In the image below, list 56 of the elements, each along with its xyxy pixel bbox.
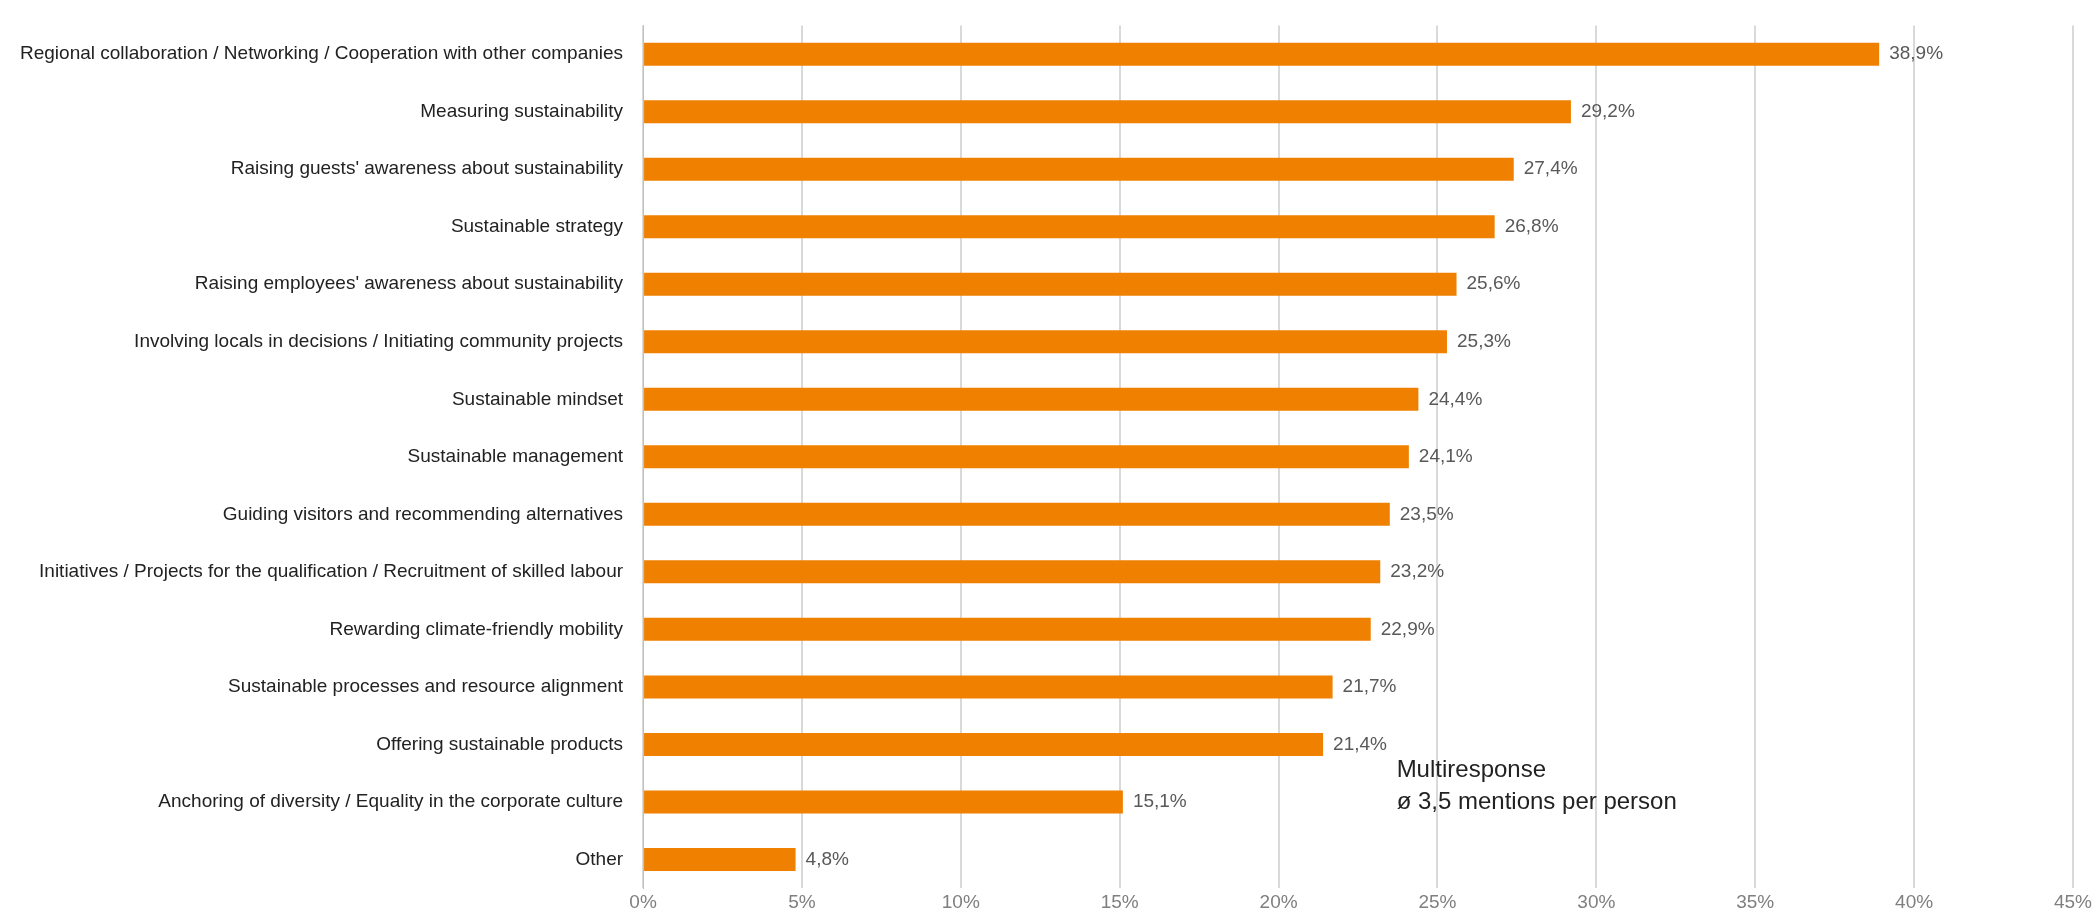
- data-label: 15,1%: [1132, 790, 1187, 812]
- x-tick-label: 45%: [2053, 890, 2093, 912]
- y-tick-label: Raising employees' awareness about sustainability: [194, 272, 624, 294]
- data-label: 21,4%: [1333, 732, 1388, 754]
- bar: [644, 732, 1324, 756]
- y-tick-label: Regional collaboration / Networking / Cooperation with other companies: [19, 42, 624, 64]
- data-label: 25,3%: [1456, 329, 1511, 351]
- x-tick-label: 0%: [629, 890, 657, 912]
- x-tick-label: 40%: [1895, 890, 1934, 912]
- data-label: 22,9%: [1380, 617, 1435, 639]
- bar: [644, 675, 1333, 699]
- y-tick-label: Measuring sustainability: [420, 99, 624, 121]
- x-tick-label: 20%: [1259, 890, 1298, 912]
- data-label: 24,1%: [1418, 445, 1473, 467]
- bar: [644, 502, 1390, 526]
- data-label: 26,8%: [1504, 214, 1559, 236]
- x-tick-label: 35%: [1736, 890, 1775, 912]
- data-label: 4,8%: [805, 847, 849, 869]
- data-label: 29,2%: [1580, 99, 1635, 121]
- bar: [644, 387, 1419, 411]
- data-label: 24,4%: [1428, 387, 1483, 409]
- x-tick-label: 5%: [788, 890, 816, 912]
- bar: [644, 157, 1514, 181]
- x-tick-label: 25%: [1418, 890, 1457, 912]
- y-tick-label: Initiatives / Projects for the qualification / Recruitment of skilled labour: [39, 560, 624, 582]
- y-tick-label: Other: [575, 847, 624, 869]
- bar: [644, 560, 1381, 584]
- bar: [644, 272, 1457, 296]
- y-tick-label: Raising guests' awareness about sustainability: [230, 157, 624, 179]
- bar: [644, 42, 1880, 66]
- data-label: 27,4%: [1523, 157, 1578, 179]
- bar: [644, 100, 1571, 124]
- bar: [644, 847, 796, 871]
- x-tick-label: 10%: [941, 890, 980, 912]
- data-label: 21,7%: [1342, 675, 1397, 697]
- y-tick-label: Guiding visitors and recommending alternatives: [222, 502, 624, 524]
- y-tick-label: Rewarding climate-friendly mobility: [329, 617, 624, 639]
- y-tick-label: Anchoring of diversity / Equality in the corporate culture: [158, 790, 624, 812]
- data-label: 25,6%: [1466, 272, 1521, 294]
- y-tick-label: Offering sustainable products: [376, 732, 624, 754]
- bar: [644, 215, 1495, 239]
- data-label: 23,5%: [1399, 502, 1454, 524]
- y-tick-label: Sustainable mindset: [451, 387, 624, 409]
- data-label: 38,9%: [1889, 42, 1944, 64]
- y-tick-label: Sustainable strategy: [450, 214, 624, 236]
- bar: [644, 445, 1409, 469]
- y-tick-label: Sustainable processes and resource alignment: [228, 675, 624, 697]
- x-tick-label: 30%: [1577, 890, 1616, 912]
- bar: [644, 330, 1447, 354]
- bar: [644, 617, 1371, 641]
- x-tick-label: 15%: [1100, 890, 1139, 912]
- annotation: Multiresponse ø 3,5 mentions per person: [1396, 755, 1677, 815]
- y-tick-label: Sustainable management: [407, 445, 624, 467]
- data-label: 23,2%: [1390, 560, 1445, 582]
- y-tick-label: Involving locals in decisions / Initiating community projects: [134, 329, 624, 351]
- bar: [644, 790, 1123, 814]
